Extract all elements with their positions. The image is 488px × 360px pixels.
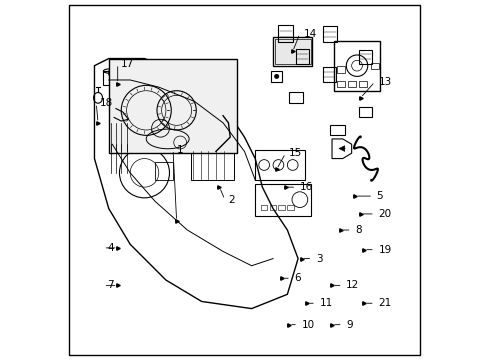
Text: 9: 9 (346, 320, 352, 330)
Text: 1: 1 (176, 145, 183, 155)
Bar (103, 71, 116, 85)
Bar (358, 50, 371, 64)
Bar (278, 205, 285, 210)
Circle shape (274, 74, 279, 79)
Text: 5: 5 (376, 191, 383, 201)
Bar (274, 39, 310, 64)
Bar (333, 41, 380, 91)
Bar (260, 205, 266, 210)
Bar (296, 49, 308, 64)
Text: 15: 15 (288, 148, 302, 158)
Bar (269, 205, 275, 210)
Bar (190, 152, 233, 180)
Bar (358, 107, 372, 117)
Bar (278, 25, 292, 42)
Bar (288, 93, 303, 103)
Bar (108, 59, 237, 153)
Bar (287, 205, 293, 210)
Text: 20: 20 (378, 209, 391, 219)
Text: 18: 18 (100, 98, 113, 108)
Bar (255, 150, 305, 180)
Bar (271, 71, 282, 82)
Bar (323, 67, 335, 82)
Text: 17: 17 (121, 59, 134, 69)
Bar (155, 162, 173, 180)
Bar (323, 26, 337, 42)
Text: 13: 13 (378, 77, 391, 87)
Bar (329, 125, 344, 135)
Bar (358, 81, 366, 87)
Text: 11: 11 (319, 298, 332, 308)
Text: 19: 19 (378, 245, 391, 255)
Text: 2: 2 (228, 195, 235, 204)
Bar (370, 63, 378, 69)
Text: 6: 6 (294, 273, 301, 283)
Text: 4: 4 (107, 243, 113, 253)
Bar (337, 66, 345, 73)
Text: 3: 3 (315, 253, 322, 264)
Text: 7: 7 (107, 280, 113, 291)
Text: 14: 14 (303, 28, 316, 39)
Text: 8: 8 (354, 225, 361, 235)
Bar (347, 81, 355, 87)
Text: 12: 12 (346, 280, 359, 291)
Text: 10: 10 (301, 320, 314, 330)
Text: 21: 21 (378, 298, 391, 308)
Bar (272, 37, 312, 66)
Text: 16: 16 (299, 182, 312, 192)
Bar (337, 81, 345, 87)
Bar (255, 184, 310, 216)
